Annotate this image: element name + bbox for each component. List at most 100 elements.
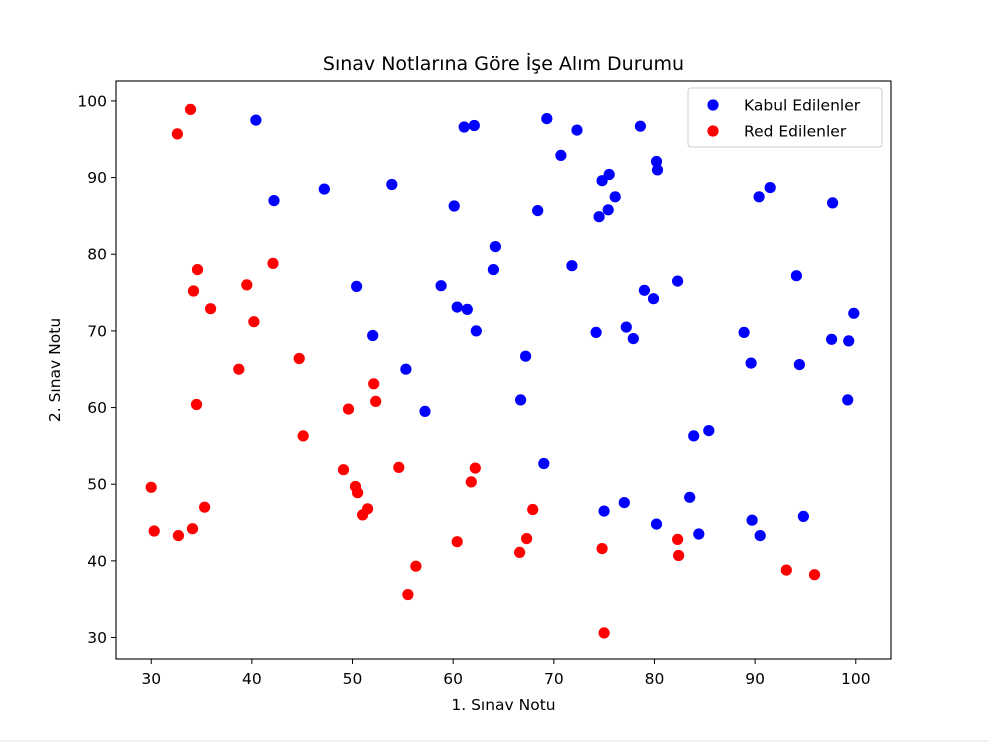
data-point — [351, 280, 363, 292]
data-point — [590, 326, 602, 338]
data-point — [790, 270, 803, 282]
data-point — [362, 503, 374, 515]
legend-marker — [707, 125, 719, 137]
series-accepted — [250, 113, 860, 542]
data-point — [186, 523, 199, 535]
data-point — [297, 430, 309, 442]
x-tick-label: 70 — [544, 670, 564, 688]
data-point — [754, 530, 766, 542]
data-point — [172, 530, 184, 542]
legend-label: Red Edilenler — [744, 123, 847, 141]
x-axis-label: 1. Sınav Notu — [451, 696, 555, 714]
data-point — [555, 149, 567, 161]
data-point — [527, 503, 539, 516]
plot-area: 30 40 50 60 70 80 90 100 30 40 50 60 70 80 90 100 — [77, 80, 892, 688]
series-rejected — [145, 103, 821, 639]
data-point — [620, 321, 632, 333]
x-tick-label: 50 — [343, 670, 363, 688]
data-point — [191, 264, 204, 276]
data-point — [843, 335, 855, 347]
data-point — [199, 501, 211, 513]
data-point — [650, 155, 663, 168]
data-point — [609, 191, 621, 203]
data-point — [487, 264, 499, 276]
data-point — [738, 326, 750, 338]
data-point — [250, 114, 262, 126]
data-point — [465, 476, 477, 488]
data-point — [386, 178, 398, 191]
data-point — [684, 491, 696, 503]
data-point — [827, 197, 839, 209]
data-point — [318, 183, 330, 195]
data-point — [451, 536, 463, 548]
data-point — [400, 363, 412, 375]
data-point — [368, 378, 380, 390]
data-point — [370, 395, 382, 407]
data-point — [808, 569, 821, 581]
data-point — [647, 293, 660, 305]
data-point — [764, 182, 776, 194]
x-tick-label: 80 — [645, 670, 665, 688]
data-point — [461, 303, 473, 315]
data-point — [627, 333, 639, 345]
data-point — [293, 352, 305, 365]
data-point — [848, 307, 860, 319]
data-point — [673, 549, 685, 562]
data-point — [248, 316, 260, 328]
data-point — [515, 394, 527, 406]
data-point — [842, 394, 854, 406]
data-point — [514, 546, 526, 559]
data-point — [190, 398, 203, 411]
data-point — [618, 497, 630, 509]
data-point — [793, 359, 806, 371]
x-tick-label: 30 — [141, 670, 161, 688]
plot-frame — [115, 80, 892, 660]
data-point — [693, 528, 705, 540]
data-point — [393, 461, 405, 473]
y-tick-label: 50 — [87, 476, 107, 494]
data-point — [593, 211, 605, 223]
data-point — [538, 457, 550, 470]
y-tick-label: 70 — [87, 322, 107, 340]
data-point — [672, 533, 684, 546]
data-point — [521, 533, 533, 545]
legend: Kabul Edilenler Red Edilenler — [687, 87, 883, 148]
y-tick-label: 40 — [87, 552, 107, 570]
data-point — [145, 481, 157, 493]
chart-title: Sınav Notlarına Göre İşe Alım Durumu — [323, 52, 684, 75]
bottom-strip — [0, 740, 989, 742]
legend-box — [687, 87, 883, 148]
data-point — [650, 518, 663, 530]
data-point — [797, 510, 810, 522]
data-point — [451, 301, 463, 313]
data-point — [352, 487, 364, 499]
data-point — [780, 564, 792, 576]
data-point — [469, 462, 481, 474]
data-point — [746, 514, 758, 526]
data-point — [571, 124, 583, 136]
data-point — [602, 204, 614, 216]
data-point — [598, 627, 610, 639]
data-point — [410, 560, 422, 572]
data-point — [753, 191, 765, 203]
y-axis-label: 2. Sınav Notu — [46, 318, 64, 422]
data-point — [337, 464, 350, 476]
data-point — [745, 357, 757, 369]
data-point — [342, 403, 355, 415]
data-point — [148, 525, 160, 537]
data-point — [541, 113, 553, 125]
y-tick-label: 30 — [87, 629, 107, 647]
y-tick-label: 80 — [87, 246, 107, 264]
data-point — [532, 205, 544, 217]
data-point — [638, 284, 651, 296]
data-point — [470, 325, 482, 337]
y-tick-label: 60 — [87, 399, 107, 417]
data-point — [184, 103, 197, 115]
y-tick-label: 90 — [87, 169, 107, 187]
data-point — [233, 363, 245, 375]
data-point — [171, 128, 183, 140]
data-point — [187, 285, 200, 297]
data-point — [672, 275, 684, 287]
data-point — [267, 257, 279, 269]
